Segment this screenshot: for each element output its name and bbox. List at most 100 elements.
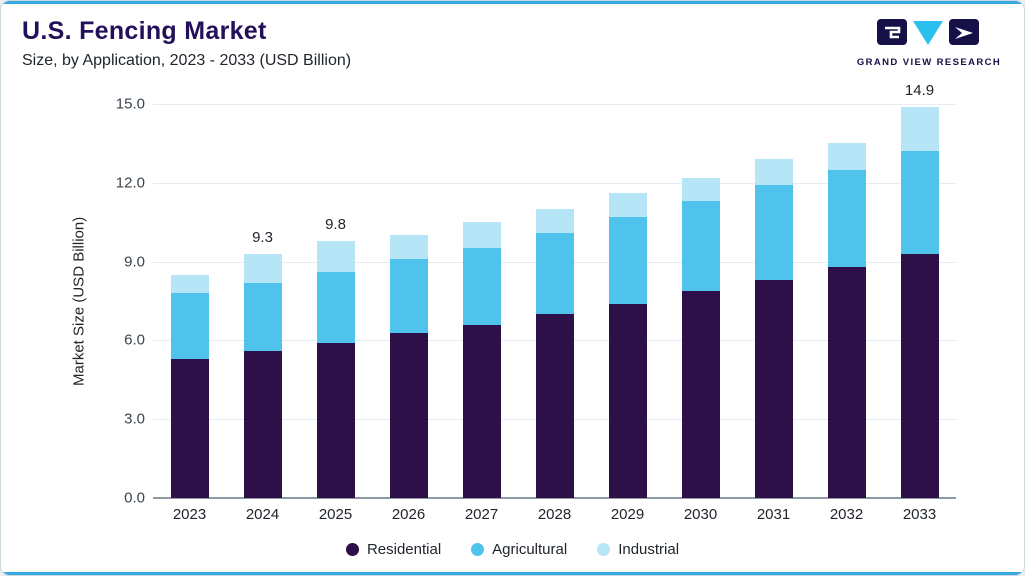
bar-segment-industrial-2025 bbox=[316, 240, 355, 273]
x-tick-label: 2026 bbox=[391, 506, 426, 523]
bar-segment-residential-2026 bbox=[389, 332, 428, 498]
bar-segment-industrial-2032 bbox=[827, 143, 866, 170]
bar-stack-2023 bbox=[170, 274, 209, 498]
plot-area: 9.3 9.8 14.9 bbox=[153, 82, 956, 499]
bar-segment-industrial-2033 bbox=[900, 106, 939, 152]
legend-label: Agricultural bbox=[492, 541, 568, 558]
bar-segment-agricultural-2029 bbox=[608, 216, 647, 304]
bar-group-2023 bbox=[153, 104, 226, 498]
bar-segment-industrial-2028 bbox=[535, 209, 574, 233]
bar-total-label: 14.9 bbox=[904, 81, 935, 99]
x-tick-label: 2025 bbox=[318, 506, 353, 523]
x-tick-label: 2023 bbox=[172, 506, 207, 523]
bar-stack-2030 bbox=[681, 177, 720, 498]
bar-segment-agricultural-2032 bbox=[827, 169, 866, 267]
bar-stack-2028 bbox=[535, 209, 574, 498]
bar-group-2032 bbox=[810, 104, 883, 498]
bar-group-2027 bbox=[445, 104, 518, 498]
bar-stack-2029 bbox=[608, 193, 647, 498]
bar-segment-agricultural-2024 bbox=[243, 282, 282, 351]
bar-segment-residential-2032 bbox=[827, 266, 866, 498]
legend-label: Residential bbox=[366, 541, 442, 558]
bar-segment-agricultural-2030 bbox=[681, 201, 720, 291]
gridline bbox=[153, 104, 956, 105]
y-tick-label: 3.0 bbox=[124, 410, 145, 428]
x-tick-label: 2032 bbox=[829, 506, 864, 523]
bar-stack-2026 bbox=[389, 235, 428, 498]
legend-swatch bbox=[345, 543, 359, 556]
x-tick-label: 2027 bbox=[464, 506, 499, 523]
y-tick-label: 15.0 bbox=[115, 95, 145, 113]
legend-swatch bbox=[597, 543, 611, 556]
y-tick-label: 9.0 bbox=[124, 253, 145, 271]
bar-segment-agricultural-2026 bbox=[389, 259, 428, 333]
bar-stack-2025 bbox=[316, 240, 355, 498]
chart-subtitle: Size, by Application, 2023 - 2033 (USD B… bbox=[22, 52, 352, 69]
y-tick-label: 6.0 bbox=[124, 331, 145, 349]
bar-segment-industrial-2023 bbox=[170, 274, 209, 294]
x-tick-label: 2031 bbox=[756, 506, 791, 523]
top-accent-line bbox=[1, 1, 1024, 4]
bar-total-label: 9.3 bbox=[252, 228, 273, 246]
legend: Residential Agricultural Industrial bbox=[1, 541, 1024, 558]
bar-stack-2027 bbox=[462, 222, 501, 498]
bar-segment-industrial-2024 bbox=[243, 253, 282, 283]
bar-segment-industrial-2030 bbox=[681, 177, 720, 202]
gridline bbox=[153, 182, 956, 184]
x-axis-line bbox=[153, 497, 956, 499]
bar-segment-residential-2025 bbox=[316, 343, 355, 498]
grand-view-research-logo: GRAND VIEW RESEARCH bbox=[854, 17, 1004, 68]
legend-item-residential: Residential bbox=[345, 541, 442, 558]
bar-segment-industrial-2027 bbox=[462, 222, 501, 249]
chart-header: U.S. Fencing Market Size, by Application… bbox=[22, 17, 351, 70]
bar-group-2033: 14.9 bbox=[883, 82, 956, 498]
bar-segment-agricultural-2028 bbox=[535, 232, 574, 315]
x-tick-label: 2028 bbox=[537, 506, 572, 523]
bar-segment-residential-2029 bbox=[608, 303, 647, 498]
chart-title: U.S. Fencing Market bbox=[22, 17, 267, 45]
bar-segment-residential-2027 bbox=[462, 324, 501, 498]
bar-segment-residential-2023 bbox=[170, 358, 209, 498]
legend-label: Industrial bbox=[618, 541, 680, 558]
x-tick-label: 2030 bbox=[683, 506, 718, 523]
bar-stack-2033 bbox=[900, 106, 939, 498]
bar-segment-industrial-2031 bbox=[754, 159, 793, 186]
bar-segment-agricultural-2025 bbox=[316, 272, 355, 344]
x-tick-label: 2033 bbox=[902, 506, 937, 523]
logo-mark-icon bbox=[877, 19, 979, 45]
y-axis-ticks: 0.0 3.0 6.0 9.0 12.0 15.0 bbox=[97, 96, 145, 507]
bar-segment-residential-2028 bbox=[535, 314, 574, 498]
logo-text: GRAND VIEW RESEARCH bbox=[856, 57, 1002, 68]
bar-segment-agricultural-2027 bbox=[462, 248, 501, 325]
bar-segment-residential-2024 bbox=[243, 350, 282, 498]
bar-total-label: 9.8 bbox=[325, 215, 346, 233]
y-tick-label: 12.0 bbox=[115, 174, 145, 192]
bar-stack-2031 bbox=[754, 159, 793, 498]
y-tick-label: 0.0 bbox=[124, 489, 145, 507]
bar-groups: 9.3 9.8 14.9 bbox=[153, 82, 956, 498]
bar-stack-2032 bbox=[827, 143, 866, 498]
bar-segment-residential-2031 bbox=[754, 280, 793, 498]
bar-group-2030 bbox=[664, 104, 737, 498]
bar-group-2025: 9.8 bbox=[299, 104, 372, 498]
bar-segment-agricultural-2023 bbox=[170, 293, 209, 359]
bar-segment-residential-2033 bbox=[900, 253, 939, 498]
bar-segment-residential-2030 bbox=[681, 290, 720, 498]
bar-group-2024: 9.3 bbox=[226, 104, 299, 498]
x-tick-label: 2029 bbox=[610, 506, 645, 523]
bottom-accent-line bbox=[1, 572, 1024, 575]
bar-group-2028 bbox=[518, 104, 591, 498]
x-tick-label: 2024 bbox=[245, 506, 280, 523]
x-axis-ticks: 2023 2024 2025 2026 2027 2028 2029 2030 2031 2032… bbox=[153, 506, 956, 523]
bar-segment-industrial-2026 bbox=[389, 235, 428, 259]
bar-segment-agricultural-2031 bbox=[754, 185, 793, 280]
bar-group-2029 bbox=[591, 104, 664, 498]
bar-group-2026 bbox=[372, 104, 445, 498]
legend-item-industrial: Industrial bbox=[597, 541, 679, 558]
bar-segment-agricultural-2033 bbox=[900, 151, 939, 254]
legend-swatch bbox=[471, 543, 485, 556]
bar-group-2031 bbox=[737, 104, 810, 498]
y-axis-title: Market Size (USD Billion) bbox=[70, 216, 88, 386]
